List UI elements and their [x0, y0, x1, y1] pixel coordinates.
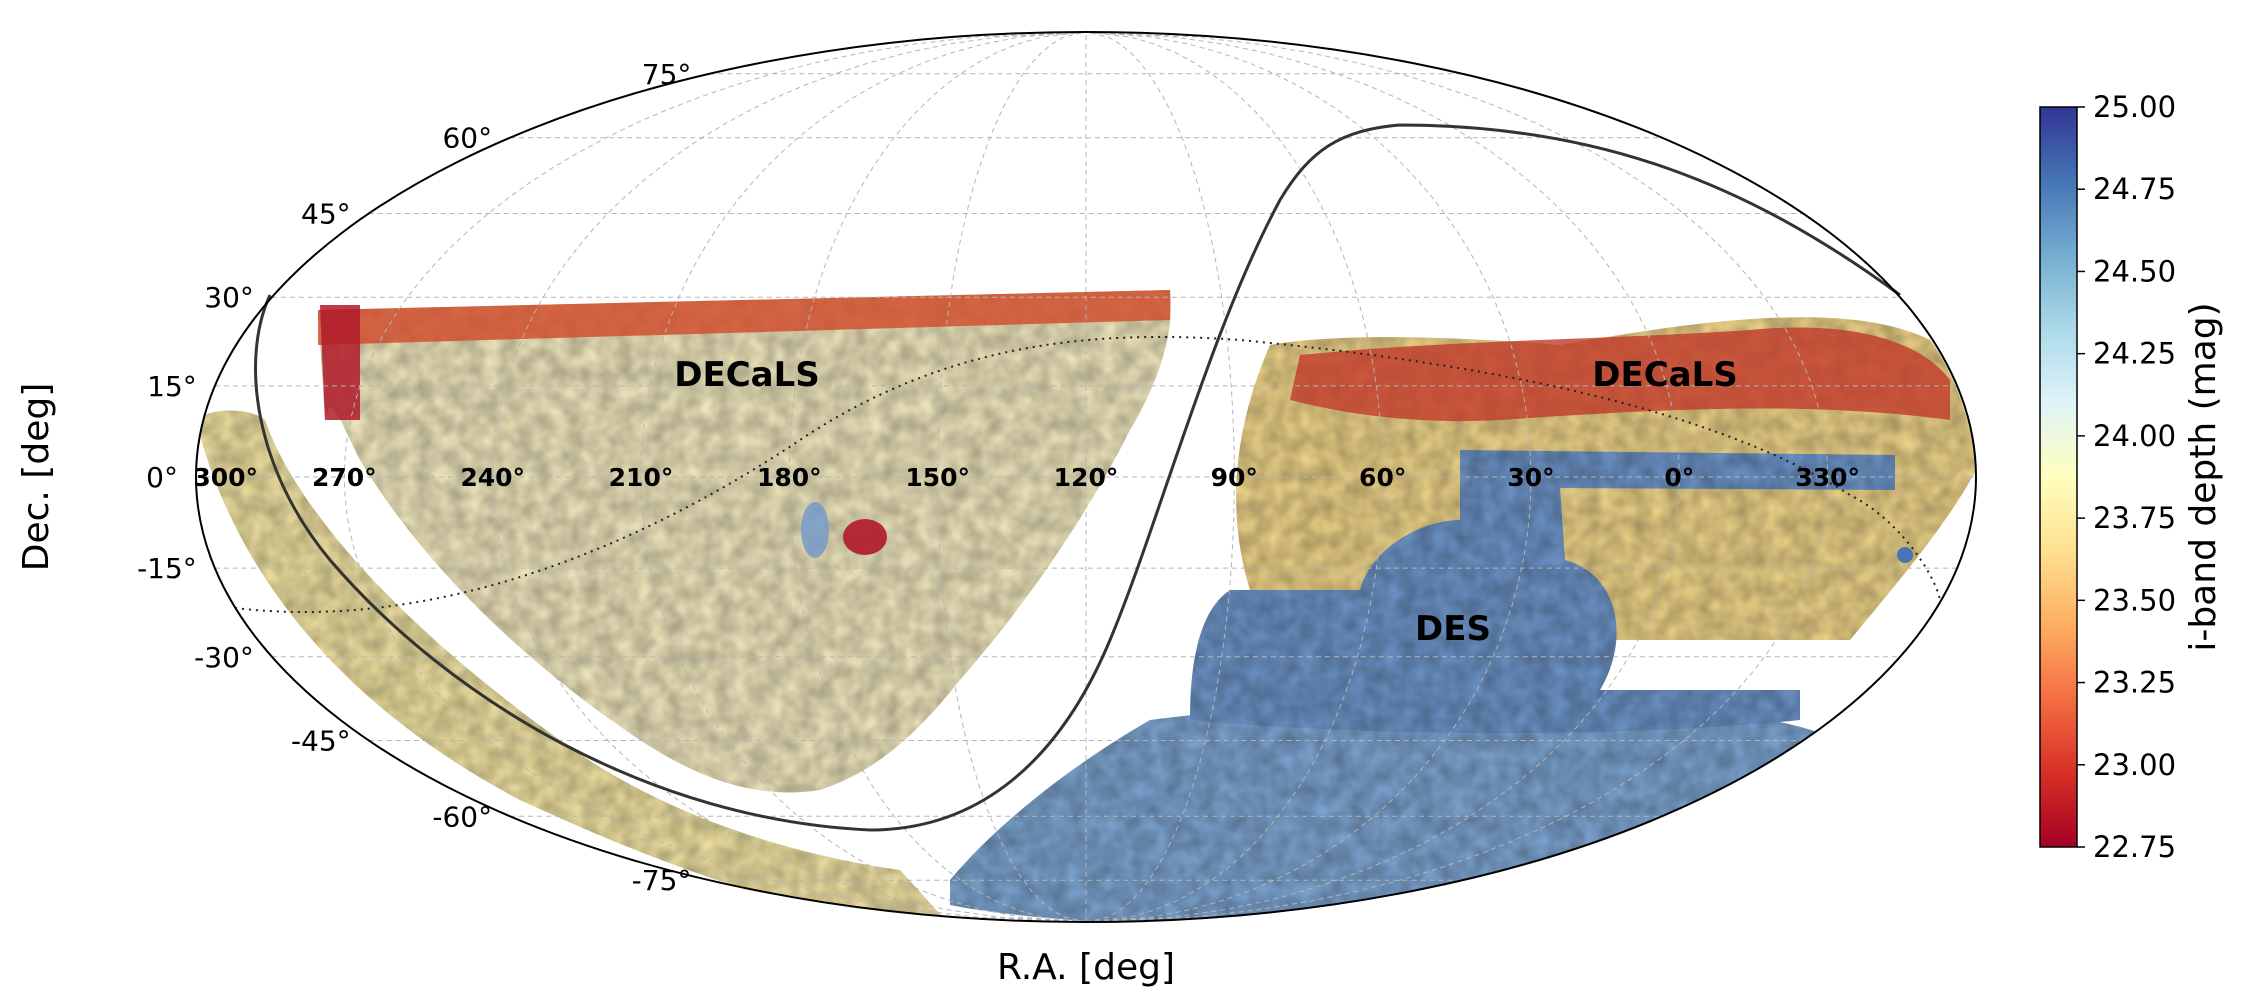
- dec-tick-label: -60°: [432, 800, 492, 833]
- dec-tick-label: 75°: [642, 58, 692, 91]
- ra-tick-label: 330°: [1795, 463, 1860, 492]
- x-axis-label: R.A. [deg]: [997, 947, 1175, 988]
- colorbar-tick-label: 24.50: [2093, 254, 2176, 288]
- ra-tick-label: 210°: [609, 463, 674, 492]
- dec-tick-label: -45°: [291, 725, 351, 758]
- colorbar-tick-label: 24.00: [2093, 419, 2176, 453]
- decals-dark-strip: [1290, 327, 1950, 421]
- ra-tick-label: 270°: [312, 463, 377, 492]
- survey-depth-regions: [196, 290, 1976, 922]
- meridian-line: [640, 32, 1087, 922]
- colorbar-tick-label: 23.00: [2093, 748, 2176, 782]
- dec-tick-label: 45°: [301, 198, 351, 231]
- colorbar-tick-label: 23.75: [2093, 501, 2176, 535]
- ra-tick-label: 0°: [1664, 463, 1694, 492]
- meridian-line: [1085, 32, 1829, 922]
- ra-tick-label: 150°: [905, 463, 970, 492]
- des-annotation: DES: [1415, 609, 1491, 649]
- colorbar-tick-label: 25.00: [2093, 90, 2176, 124]
- dec-tick-label: 60°: [442, 122, 492, 155]
- colorbar-tick-label: 24.25: [2093, 337, 2176, 371]
- deep-field-spot: [843, 519, 887, 555]
- meridian-line: [937, 32, 1087, 922]
- meridian-line: [492, 32, 1087, 922]
- projection-boundary: [195, 31, 1977, 923]
- decals-north-edge: [318, 290, 1170, 345]
- colorbar-tick-label: 23.50: [2093, 583, 2176, 617]
- dec-tick-labels: 75° 60° 45° 30° 15° 0° -15° -30° -45° -60° -75°: [137, 58, 691, 897]
- decals-south-annotation: DECaLS: [1592, 355, 1738, 395]
- decals-north-annotation: DECaLS: [674, 355, 820, 395]
- graticule-grid: [196, 32, 1976, 922]
- colorbar-tick-label: 23.25: [2093, 666, 2176, 700]
- meridian-line: [788, 32, 1087, 922]
- dec-tick-label: -75°: [632, 864, 692, 897]
- colorbar: [2039, 106, 2078, 848]
- dec-tick-label: -15°: [137, 552, 197, 585]
- meridian-line: [1085, 32, 1235, 922]
- colorbar-tick-label: 24.75: [2093, 172, 2176, 206]
- ra-tick-label: 120°: [1054, 463, 1119, 492]
- ra-tick-label: 90°: [1211, 463, 1258, 492]
- meridian-line: [1085, 32, 1680, 922]
- galactic-plane-line: [254, 123, 1901, 832]
- dec-tick-label: 30°: [204, 281, 254, 314]
- ecliptic-line: [234, 335, 1941, 614]
- ra-tick-label: 60°: [1359, 463, 1406, 492]
- ra-tick-labels: 300° 270° 240° 210° 180° 150° 120° 90° 60° 30° 0° 3…: [193, 463, 1860, 492]
- meridian-line: [1085, 32, 1384, 922]
- ra-tick-label: 180°: [757, 463, 822, 492]
- ra-tick-label: 30°: [1507, 463, 1554, 492]
- ra-tick-label: 300°: [193, 463, 258, 492]
- colorbar-tick-label: 22.75: [2093, 830, 2176, 864]
- colorbar-ticks: 25.00 24.75 24.50 24.25 24.00 23.75 23.50 23.25…: [2077, 90, 2176, 864]
- dec-tick-label: 15°: [147, 370, 197, 403]
- ra-tick-label: 240°: [460, 463, 525, 492]
- dec-tick-label: 0°: [146, 461, 178, 494]
- meridian-line: [343, 32, 1087, 922]
- dec-tick-label: -30°: [194, 641, 254, 674]
- colorbar-label: i-band depth (mag): [2183, 302, 2224, 651]
- y-axis-label: Dec. [deg]: [16, 383, 57, 572]
- meridian-line: [1085, 32, 1532, 922]
